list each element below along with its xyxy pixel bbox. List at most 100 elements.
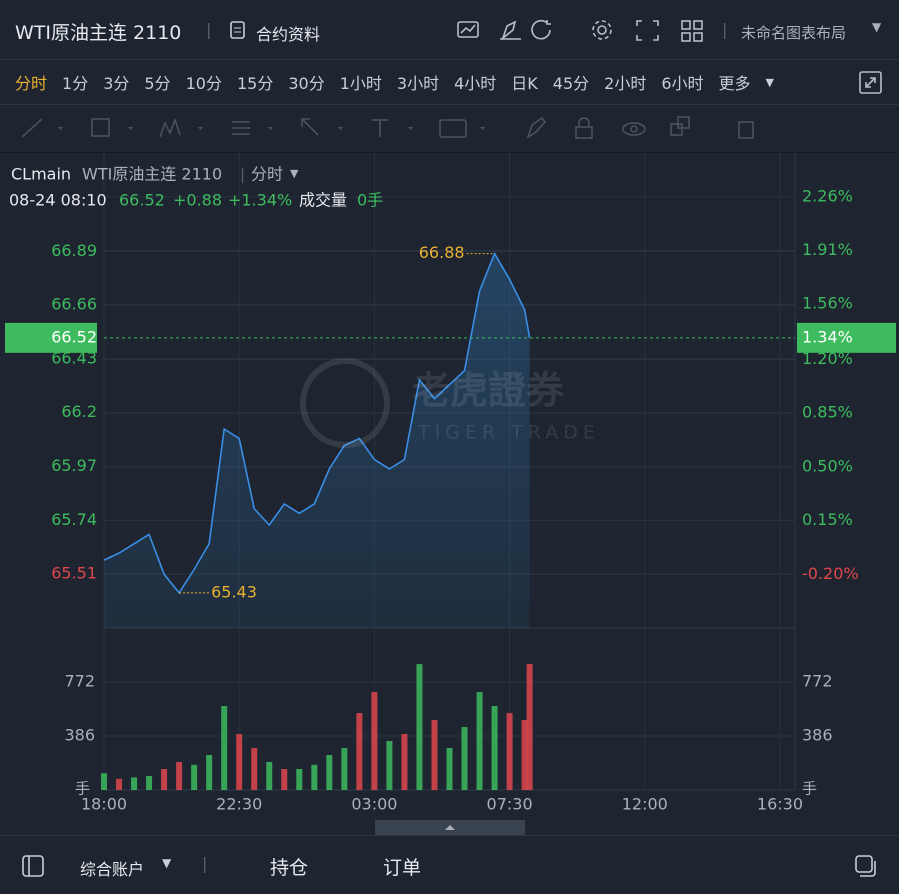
- y-tick-label: 66.2: [61, 402, 97, 421]
- window-icon[interactable]: [855, 855, 877, 877]
- svg-text:▼: ▼: [290, 167, 299, 180]
- y2-tick-label: 1.56%: [802, 294, 853, 313]
- y2-tick-label: 0.85%: [802, 403, 853, 422]
- last-pct-label: 1.34%: [802, 327, 853, 346]
- y2-tick-label: 2.26%: [802, 186, 853, 205]
- svg-text:|: |: [240, 166, 245, 184]
- layout-name[interactable]: 未命名图表布局: [741, 24, 847, 42]
- watermark: 老虎證券 TIGER TRADE: [300, 358, 600, 448]
- top-bar: WTI原油主连 2110 | 合约资料 | 未命名图表布局 ▼: [0, 0, 899, 60]
- y2-tick-label: 772: [802, 672, 833, 691]
- doc-icon[interactable]: [228, 20, 248, 40]
- y-unit-label: 手: [75, 780, 90, 798]
- chart: 老虎證券 TIGER TRADE CLmain WTI原油主连 2110 | 分…: [5, 152, 896, 835]
- volume-bar: [281, 769, 288, 790]
- drawing-tools[interactable]: [0, 105, 899, 153]
- x-tick-label: 22:30: [216, 795, 262, 814]
- x-tick-label: 03:00: [351, 795, 397, 814]
- y2-tick-label: 0.15%: [802, 510, 853, 529]
- volume-bar: [236, 734, 243, 790]
- annotation-label: 66.88: [419, 243, 465, 262]
- x-tick-label: 07:30: [487, 795, 533, 814]
- volume-bar: [476, 692, 483, 790]
- plot: [101, 152, 796, 791]
- period-tab[interactable]: 6小时: [661, 74, 704, 93]
- volume-bar: [491, 706, 498, 790]
- volume-bar: [191, 764, 198, 790]
- volume-bar: [266, 762, 273, 790]
- period-tab[interactable]: 45分: [552, 74, 590, 93]
- period-tab[interactable]: 3小时: [396, 74, 440, 93]
- y-tick-label: 65.74: [51, 510, 97, 529]
- y-tick-label: 66.66: [51, 295, 97, 314]
- instrument-title[interactable]: WTI原油主连 2110: [15, 22, 182, 44]
- y2-tick-label: 386: [802, 726, 833, 745]
- volume-bar: [416, 664, 423, 790]
- volume-bar: [521, 720, 528, 790]
- volume-bar: [176, 762, 183, 790]
- period-tab[interactable]: 1分: [62, 74, 89, 93]
- fullscreen-icon[interactable]: [858, 70, 884, 96]
- y-tick-label: 66.89: [51, 241, 97, 260]
- volume-bar: [131, 777, 138, 790]
- volume-bar: [356, 713, 363, 790]
- x-tick-label: 16:30: [757, 795, 803, 814]
- quote-change-pct: +1.34%: [228, 191, 292, 210]
- period-tab[interactable]: 4小时: [454, 74, 497, 93]
- period-tab[interactable]: 3分: [103, 74, 130, 93]
- volume-bar: [341, 748, 348, 790]
- last-price-label: 66.52: [51, 327, 97, 346]
- price-line: [103, 251, 531, 595]
- toolbar-icons[interactable]: [455, 18, 715, 44]
- volume-bar: [326, 755, 333, 790]
- y2-tick-label: 1.91%: [802, 240, 853, 259]
- y-tick-label: 772: [64, 672, 95, 691]
- x-tick-label: 12:00: [622, 795, 668, 814]
- quote-change: +0.88: [173, 191, 222, 210]
- watermark-brand: 老虎證券: [412, 369, 565, 413]
- contract-info[interactable]: 合约资料: [256, 25, 321, 44]
- period-tab[interactable]: 1小时: [339, 74, 382, 93]
- volume-bar: [506, 713, 513, 790]
- legend-symbol: CLmain: [11, 165, 71, 184]
- volume-bar: [101, 773, 107, 790]
- account-select[interactable]: 综合账户: [80, 860, 145, 879]
- volume-bar: [206, 755, 213, 790]
- period-tab[interactable]: 15分: [236, 74, 274, 93]
- period-tab[interactable]: 2小时: [604, 74, 647, 93]
- volume-bar: [386, 741, 393, 790]
- volume-bar: [401, 734, 408, 790]
- y-tick-label: 386: [64, 726, 95, 745]
- dropdown-arrow: ▼: [765, 75, 774, 89]
- y2-tick-label: 0.50%: [802, 456, 853, 475]
- volume-bar: [446, 748, 453, 790]
- volume-bar: [371, 692, 378, 790]
- footer: 综合账户 ▼ | 持仓 订单: [0, 835, 899, 894]
- period-tab[interactable]: 分时: [15, 74, 48, 93]
- legend-period[interactable]: 分时: [251, 165, 283, 184]
- last-pct-tag: [797, 322, 896, 353]
- y-unit-label: 手: [802, 780, 817, 798]
- volume-bar: [161, 769, 168, 790]
- drawing-toolbar: [0, 105, 899, 153]
- x-tick-label: 18:00: [81, 795, 127, 814]
- annotation-label: 65.43: [211, 582, 257, 601]
- watermark-brand-en: TIGER TRADE: [417, 422, 600, 444]
- period-tab[interactable]: 30分: [288, 74, 325, 93]
- y-tick-label: 65.97: [51, 456, 97, 475]
- quote-price: 66.52: [119, 191, 165, 210]
- positions-tab[interactable]: 持仓: [270, 857, 309, 879]
- period-tab[interactable]: 5分: [144, 74, 171, 93]
- period-tab[interactable]: 日K: [511, 74, 538, 93]
- panel-icon[interactable]: [22, 855, 44, 877]
- orders-tab[interactable]: 订单: [383, 857, 422, 879]
- volume-bar: [461, 727, 468, 790]
- volume-bar: [221, 706, 228, 790]
- period-tab[interactable]: 更多: [718, 74, 751, 93]
- volume-bar: [146, 776, 153, 790]
- quote-volume-label: 成交量: [299, 191, 347, 210]
- volume-bar: [526, 664, 533, 790]
- period-tab[interactable]: 10分: [185, 74, 222, 93]
- quote-time: 08-24 08:10: [9, 191, 107, 210]
